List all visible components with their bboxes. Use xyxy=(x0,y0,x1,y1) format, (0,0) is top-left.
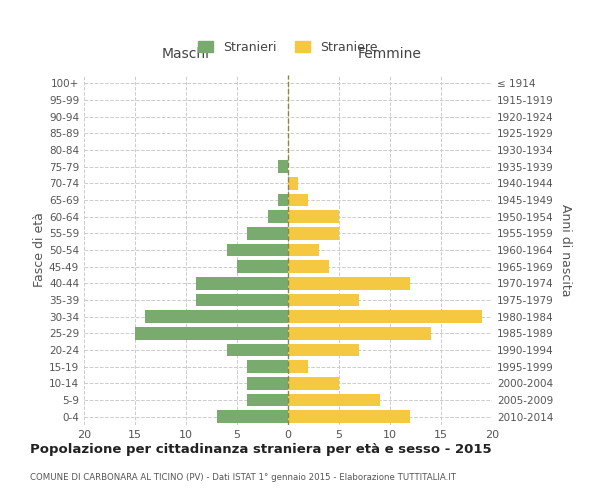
Bar xyxy=(288,394,380,406)
Bar xyxy=(227,244,288,256)
Bar xyxy=(288,327,431,340)
Bar xyxy=(288,227,339,239)
Bar xyxy=(288,360,308,373)
Y-axis label: Anni di nascita: Anni di nascita xyxy=(559,204,572,296)
Bar xyxy=(278,194,288,206)
Text: Popolazione per cittadinanza straniera per età e sesso - 2015: Popolazione per cittadinanza straniera p… xyxy=(30,442,491,456)
Bar xyxy=(288,377,339,390)
Bar xyxy=(227,344,288,356)
Bar xyxy=(145,310,288,323)
Bar xyxy=(237,260,288,273)
Legend: Stranieri, Straniere: Stranieri, Straniere xyxy=(193,36,383,59)
Bar xyxy=(288,344,359,356)
Bar xyxy=(288,194,308,206)
Bar xyxy=(247,227,288,239)
Text: Maschi: Maschi xyxy=(162,47,210,61)
Bar xyxy=(288,244,319,256)
Bar xyxy=(135,327,288,340)
Bar xyxy=(288,260,329,273)
Bar xyxy=(288,410,410,423)
Bar xyxy=(196,277,288,289)
Bar xyxy=(288,310,482,323)
Text: COMUNE DI CARBONARA AL TICINO (PV) - Dati ISTAT 1° gennaio 2015 - Elaborazione T: COMUNE DI CARBONARA AL TICINO (PV) - Dat… xyxy=(30,472,456,482)
Bar xyxy=(278,160,288,173)
Text: Femmine: Femmine xyxy=(358,47,422,61)
Bar xyxy=(288,210,339,223)
Bar xyxy=(217,410,288,423)
Bar xyxy=(288,277,410,289)
Bar xyxy=(247,394,288,406)
Bar xyxy=(247,377,288,390)
Bar xyxy=(196,294,288,306)
Y-axis label: Fasce di età: Fasce di età xyxy=(33,212,46,288)
Bar xyxy=(247,360,288,373)
Bar xyxy=(268,210,288,223)
Bar xyxy=(288,294,359,306)
Bar xyxy=(288,177,298,190)
